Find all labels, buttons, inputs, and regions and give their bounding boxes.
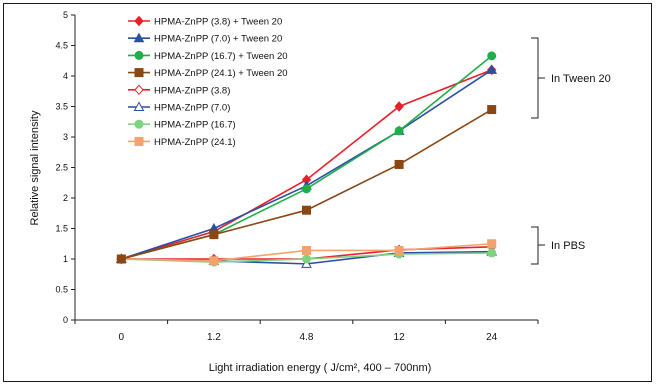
legend-entry: HPMA-ZnPP (16.7) — [128, 119, 236, 131]
x-axis-label: Light irradiation energy ( J/cm², 400 – … — [209, 362, 432, 374]
y-tick-label: 1 — [63, 254, 68, 264]
legend-entry: HPMA-ZnPP (16.7) + Tween 20 — [128, 50, 288, 62]
legend-marker — [134, 15, 144, 27]
x-tick-label: 24 — [486, 332, 498, 343]
legend-label: HPMA-ZnPP (7.0) — [154, 103, 230, 114]
tween-annotation: In Tween 20 — [551, 73, 611, 85]
x-tick-label: 1.2 — [207, 332, 221, 343]
legend: HPMA-ZnPP (3.8) + Tween 20 HPMA-ZnPP (7.0… — [128, 15, 288, 148]
y-tick-label: 4.5 — [55, 41, 68, 51]
y-tick-label: 5 — [63, 10, 68, 20]
data-point — [394, 101, 404, 112]
legend-entry: HPMA-ZnPP (7.0) — [128, 101, 230, 114]
series-line — [121, 69, 492, 260]
x-tick-label: 4.8 — [300, 332, 314, 343]
data-point — [487, 248, 497, 258]
data-point — [116, 254, 126, 264]
data-point — [394, 126, 404, 136]
legend-entry: HPMA-ZnPP (24.1) + Tween 20 — [128, 68, 288, 79]
legend-marker — [133, 101, 145, 111]
y-axis-label: Relative signal intensity — [29, 110, 41, 225]
data-point — [302, 205, 311, 215]
legend-label: HPMA-ZnPP (16.7) — [154, 120, 236, 131]
x-tick-label: 12 — [394, 332, 406, 343]
legend-label: HPMA-ZnPP (16.7) + Tween 20 — [154, 51, 288, 62]
y-tick-label: 4 — [63, 71, 68, 81]
x-tick-label: 0 — [119, 332, 125, 343]
legend-entry: HPMA-ZnPP (24.1) — [128, 136, 236, 148]
y-tick-label: 1.5 — [55, 224, 68, 234]
chart-frame — [3, 3, 652, 382]
data-point — [209, 230, 219, 240]
data-point — [209, 256, 219, 266]
series-3 — [116, 51, 497, 264]
y-tick-label: 0 — [63, 315, 68, 325]
y-tick-label: 2 — [63, 193, 68, 203]
legend-marker — [133, 32, 145, 43]
pbs-annotation: In PBS — [551, 240, 585, 252]
legend-label: HPMA-ZnPP (24.1) — [154, 137, 236, 148]
y-tick-label: 0.5 — [55, 285, 68, 295]
data-point — [302, 184, 311, 194]
legend-label: HPMA-ZnPP (3.8) + Tween 20 — [154, 17, 282, 28]
y-tick-label: 2.5 — [55, 163, 68, 173]
legend-marker — [134, 136, 144, 146]
y-tick-label: 3.5 — [55, 102, 68, 112]
legend-marker — [134, 119, 144, 129]
legend-label: HPMA-ZnPP (3.8) — [154, 85, 230, 96]
data-point — [486, 64, 498, 74]
legend-entry: HPMA-ZnPP (3.8) + Tween 20 — [128, 15, 282, 28]
legend-entry: HPMA-ZnPP (3.8) — [128, 84, 230, 96]
data-point — [487, 239, 497, 249]
legend-marker — [134, 68, 144, 78]
data-point — [487, 51, 497, 61]
legend-marker — [134, 50, 144, 60]
tween-bracket — [531, 37, 545, 119]
data-point — [487, 105, 497, 115]
series-4 — [116, 105, 497, 264]
y-tick-label: 3 — [63, 132, 68, 142]
series-line — [121, 69, 493, 260]
data-point — [302, 245, 311, 255]
legend-entry: HPMA-ZnPP (7.0) + Tween 20 — [128, 32, 282, 45]
pbs-bracket — [531, 226, 545, 265]
legend-marker — [134, 84, 144, 96]
data-point — [394, 159, 404, 169]
data-point — [394, 245, 404, 255]
data-point — [302, 254, 311, 264]
legend-label: HPMA-ZnPP (24.1) + Tween 20 — [154, 68, 288, 79]
legend-label: HPMA-ZnPP (7.0) + Tween 20 — [154, 34, 282, 45]
